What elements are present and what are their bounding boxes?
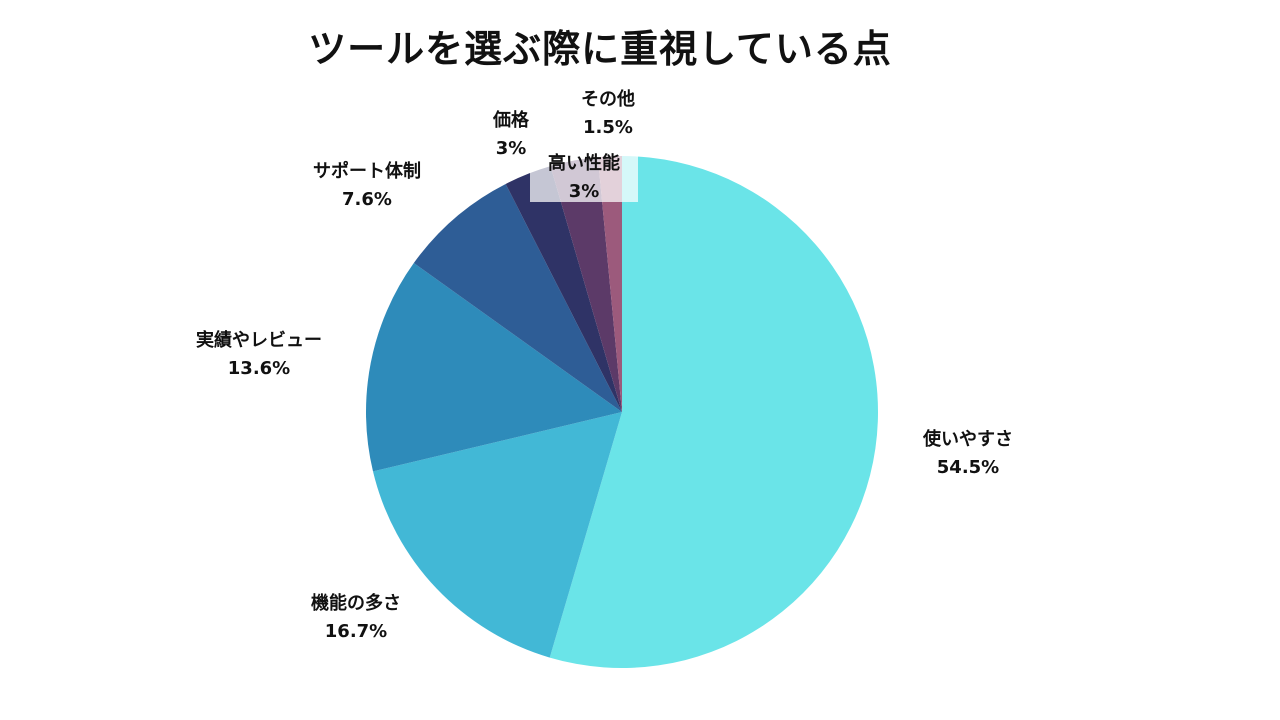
slice-label-name: 高い性能 — [548, 153, 620, 174]
slice-label-value: 16.7% — [324, 621, 388, 642]
slice-label-name: その他 — [581, 89, 635, 110]
slice-label-support: サポート体制 7.6% — [313, 158, 421, 214]
slice-label-name: 価格 — [493, 110, 529, 131]
slice-label-value: 3% — [568, 181, 600, 202]
slice-label-track-record: 実績やレビュー 13.6% — [196, 327, 322, 383]
pie-slice-support — [413, 183, 622, 412]
slice-label-value: 3% — [495, 138, 527, 159]
pie-slice-other — [597, 156, 622, 412]
pie-slice-price — [505, 166, 622, 412]
slice-label-value: 54.5% — [936, 457, 1000, 478]
pie-slice-features — [372, 412, 622, 658]
slice-label-price: 価格 3% — [493, 107, 529, 163]
slice-label-name: サポート体制 — [313, 161, 421, 182]
slice-label-name: 機能の多さ — [311, 593, 401, 614]
slice-label-ease-of-use: 使いやすさ 54.5% — [923, 426, 1013, 482]
slice-label-value: 7.6% — [342, 189, 392, 210]
pie-slice-ease-of-use — [549, 156, 878, 668]
slice-label-value: 1.5% — [583, 117, 633, 138]
chart-title: ツールを選ぶ際に重視している点 — [308, 27, 892, 71]
pie-slice-performance — [550, 157, 622, 412]
slice-label-value: 13.6% — [227, 358, 291, 379]
slice-label-name: 使いやすさ — [923, 429, 1013, 450]
slice-label-name: 実績やレビュー — [196, 330, 322, 351]
label-background — [530, 150, 638, 202]
slice-label-features: 機能の多さ 16.7% — [311, 590, 401, 646]
slice-label-performance: 高い性能 3% — [548, 150, 620, 206]
pie-slice-track-record — [366, 263, 622, 472]
slice-label-other: その他 1.5% — [581, 86, 635, 142]
